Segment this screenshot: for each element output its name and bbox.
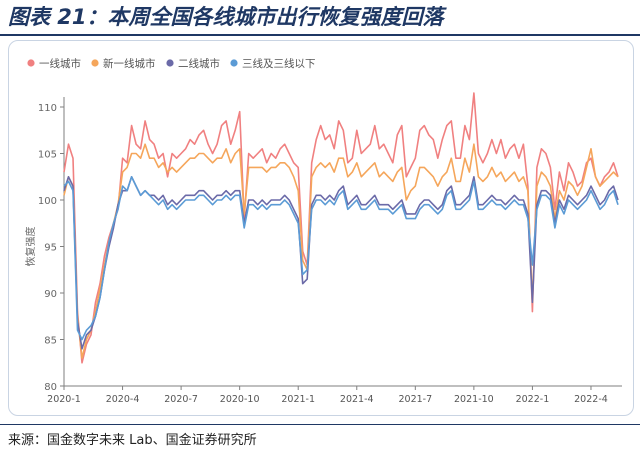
legend-marker-3 [166,59,174,67]
line-chart: 80 85 90 95 100 105 110 恢复强度 2020-1 2020-4 2020-7 2… [24,57,622,405]
y-tick-label: 105 [38,150,57,161]
series-line-1 [63,92,619,364]
legend-label-3: 二线城市 [178,57,220,70]
series-line-3 [63,176,619,350]
legend-marker-4 [230,59,238,67]
x-tick-label: 2021-1 [281,394,315,405]
series-line-2 [63,143,619,359]
source-text: 国金数字未来 Lab、国金证券研究所 [47,433,257,448]
y-tick-label: 100 [38,196,57,207]
legend-marker-1 [27,59,35,67]
y-tick-label: 110 [38,103,57,114]
x-tick-label: 2022-4 [574,394,608,405]
x-tick-label: 2021-4 [340,394,374,405]
y-tick-label: 90 [44,289,57,300]
x-tick-label: 2021-7 [398,394,432,405]
x-tick-label: 2020-1 [47,394,81,405]
source-label: 来源： [8,433,48,448]
chart-frame: 80 85 90 95 100 105 110 恢复强度 2020-1 2020-4 2020-7 2… [8,40,634,416]
legend-marker-2 [91,59,99,67]
x-tick-label: 2020-10 [220,394,260,405]
x-tick-label: 2022-1 [516,394,550,405]
legend-label-4: 三线及三线以下 [242,57,316,70]
x-tick-label: 2020-7 [164,394,198,405]
x-tick-label: 2021-10 [454,394,494,405]
y-axis-title: 恢复强度 [24,227,37,267]
y-tick-label: 80 [44,382,57,393]
legend-label-1: 一线城市 [39,57,81,70]
source-note: 来源：国金数字未来 Lab、国金证券研究所 [8,429,257,448]
y-tick-label: 95 [44,243,57,254]
source-divider [0,424,640,425]
title-divider [0,34,640,36]
legend-label-2: 新一线城市 [103,57,156,70]
series-line-4 [63,176,619,341]
y-tick-label: 85 [44,336,57,347]
chart-title: 图表 21：本周全国各线城市出行恢复强度回落 [8,5,444,29]
x-tick-label: 2020-4 [106,394,140,405]
